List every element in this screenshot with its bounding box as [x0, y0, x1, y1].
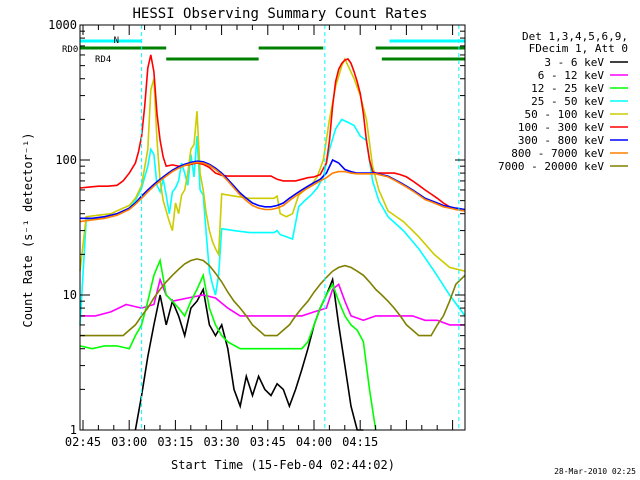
axis-layer: 1 10 100 1000 02:45 03:00 03:15 03:30 03:45 04:00…: [48, 18, 465, 449]
legend-label-4: 25 - 50 keV: [531, 95, 604, 108]
series-layer: [79, 54, 466, 431]
x-tick-label: 03:30: [204, 435, 240, 449]
legend-label-7: 300 - 800 keV: [518, 134, 604, 147]
series-line-2: [80, 276, 465, 326]
info-line-2: FDecim 1, Att 0: [529, 42, 628, 55]
timestamp: 28-Mar-2010 02:25: [554, 467, 636, 476]
x-axis-label: Start Time (15-Feb-04 02:44:02): [171, 458, 395, 472]
legend-label-8: 800 - 7000 keV: [511, 147, 604, 160]
legend-label-3: 12 - 25 keV: [531, 82, 604, 95]
plot-frame: [79, 24, 466, 431]
series-line-8: [79, 161, 466, 223]
y-tick-label: 1: [70, 423, 77, 437]
rd0-label: RD0: [62, 45, 78, 55]
chart-title: HESSI Observing Summary Count Rates: [132, 6, 427, 22]
series-line-9: [80, 258, 466, 337]
x-tick-label: 03:15: [157, 435, 193, 449]
x-tick-label: 03:00: [111, 435, 147, 449]
rd4-label: RD4: [95, 55, 111, 65]
series-line-6: [79, 54, 466, 212]
legend-label-5: 50 - 100 keV: [525, 108, 605, 121]
y-axis-label: Count Rate (s⁻¹ detector⁻¹): [21, 132, 35, 327]
legend-label-1: 3 - 6 keV: [544, 56, 604, 69]
night-label: N: [114, 36, 119, 46]
series-line-4: [79, 118, 466, 325]
legend-label-9: 7000 - 20000 keV: [498, 160, 604, 173]
y-tick-label: 10: [63, 288, 77, 302]
y-tick-label: 100: [55, 153, 77, 167]
x-tick-label: 04:15: [342, 435, 378, 449]
x-tick-label: 03:45: [250, 435, 286, 449]
x-tick-label: 02:45: [65, 435, 101, 449]
info-line-1: Det 1,3,4,5,6,9,: [522, 30, 628, 43]
y-tick-label: 1000: [48, 18, 77, 32]
legend-label-6: 100 - 300 keV: [518, 121, 604, 134]
marker-layer: N RD0 RD4: [62, 25, 465, 430]
series-line-3: [79, 257, 377, 431]
x-tick-label: 04:00: [296, 435, 332, 449]
legend-label-2: 6 - 12 keV: [538, 69, 605, 82]
